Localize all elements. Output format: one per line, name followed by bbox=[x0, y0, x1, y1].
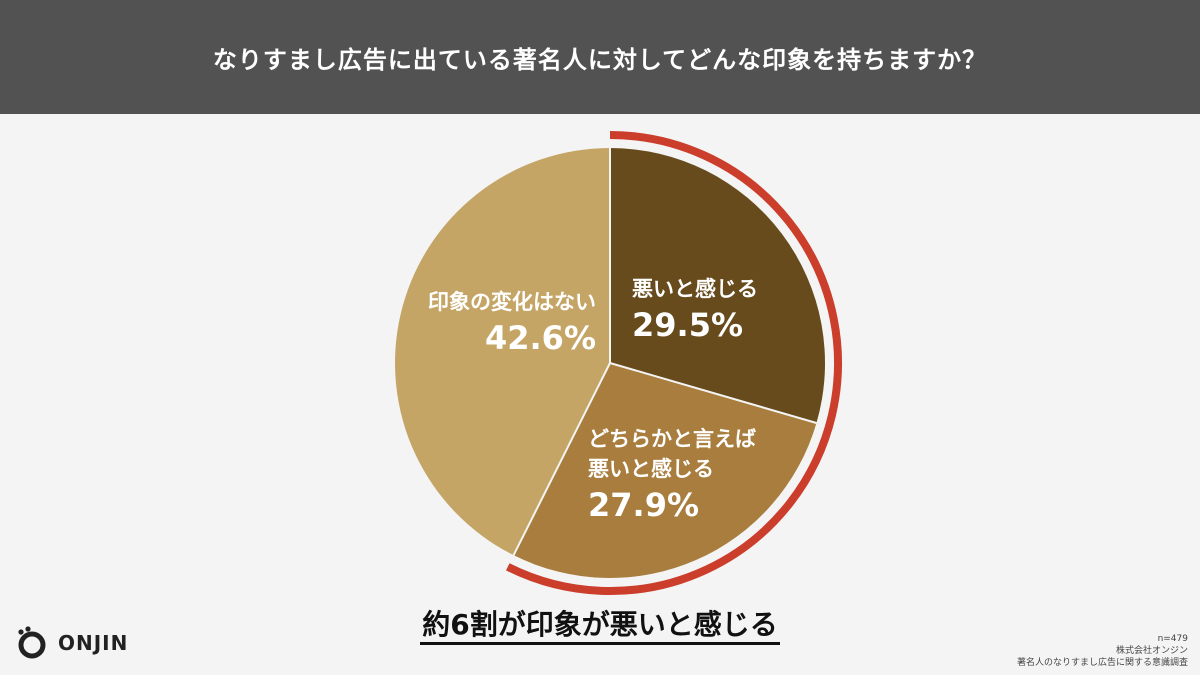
slice-name-no-change: 印象の変化はない bbox=[428, 290, 596, 314]
slice-name-bad: 悪いと感じる bbox=[632, 277, 758, 301]
summary-text: 約6割が印象が悪いと感じる bbox=[420, 608, 780, 645]
slice-separator bbox=[512, 362, 611, 556]
slice-separator bbox=[609, 362, 817, 424]
chart-title: なりすまし広告に出ている著名人に対してどんな印象を持ちますか？ bbox=[212, 45, 988, 74]
company-name: 株式会社オンジン bbox=[1115, 646, 1188, 656]
source-footnote: n=479 株式会社オンジン 著名人のなりすまし広告に関する意識調査 bbox=[1017, 633, 1188, 669]
slice-value-bad: 29.5% bbox=[632, 306, 744, 344]
slice-label-no-change: 印象の変化はない 42.6% bbox=[410, 287, 596, 359]
onjin-logo-text: ONJIN bbox=[58, 631, 129, 655]
pie-slice-no-change bbox=[394, 148, 610, 556]
sample-size: n=479 bbox=[1157, 634, 1188, 644]
slice-value-somewhat-bad: 27.9% bbox=[588, 486, 700, 524]
survey-name: 著名人のなりすまし広告に関する意識調査 bbox=[1016, 658, 1188, 668]
pie-slice-somewhat-bad bbox=[513, 363, 817, 578]
slice-label-somewhat-bad: どちらかと言えば 悪いと感じる 27.9% bbox=[588, 424, 756, 526]
pie-slice-bad bbox=[610, 148, 825, 423]
highlight-arc bbox=[505, 131, 842, 595]
slice-label-bad: 悪いと感じる 29.5% bbox=[632, 274, 758, 346]
onjin-logo-icon bbox=[18, 626, 46, 659]
header-bar: なりすまし広告に出ている著名人に対してどんな印象を持ちますか？ bbox=[0, 0, 1200, 114]
pie-chart bbox=[394, 131, 842, 595]
chart-area: 悪いと感じる 29.5% どちらかと言えば 悪いと感じる 27.9% 印象の変化… bbox=[0, 114, 1200, 675]
onjin-logo: ONJIN bbox=[16, 626, 128, 660]
slice-value-no-change: 42.6% bbox=[484, 319, 596, 357]
slice-name-somewhat-bad-line2: 悪いと感じる bbox=[588, 457, 714, 481]
summary-callout: 約6割が印象が悪いと感じる bbox=[0, 603, 1200, 645]
slice-name-somewhat-bad-line1: どちらかと言えば bbox=[588, 427, 756, 451]
